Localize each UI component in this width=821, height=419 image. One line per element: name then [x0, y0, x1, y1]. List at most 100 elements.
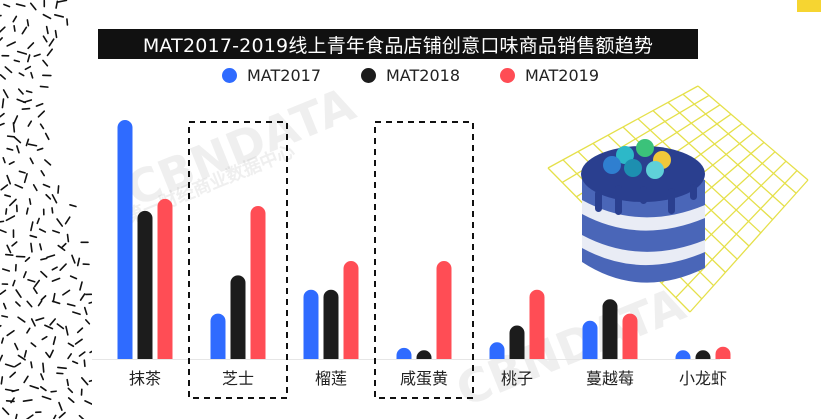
pattern-stroke [39, 386, 47, 392]
x-tick-label: 芝士 [222, 369, 254, 388]
cake-drip [595, 190, 602, 212]
bar [303, 289, 319, 359]
pattern-stroke [30, 221, 34, 232]
x-tick-label: 榴莲 [315, 369, 347, 388]
bar [396, 347, 412, 359]
cake-topping [616, 146, 634, 164]
cake-illustration [547, 85, 809, 313]
pattern-stroke [30, 342, 37, 348]
pattern-stroke [13, 362, 22, 368]
pattern-stroke [52, 292, 56, 303]
pattern-stroke [79, 293, 86, 301]
pattern-stroke [84, 400, 92, 406]
grid-line [652, 110, 774, 221]
pattern-stroke [25, 90, 33, 94]
pattern-stroke [42, 362, 45, 373]
pattern-stroke [17, 316, 26, 323]
pattern-stroke [4, 66, 13, 74]
pattern-stroke [1, 315, 9, 318]
pattern-stroke [11, 388, 20, 393]
legend-item-2017: MAT2017 [222, 66, 321, 85]
pattern-stroke [48, 38, 55, 47]
pattern-stroke [56, 0, 68, 3]
pattern-stroke [39, 123, 45, 130]
pattern-stroke [29, 384, 40, 390]
pattern-stroke [48, 349, 54, 359]
bar [343, 261, 359, 359]
corner-tag [797, 0, 821, 12]
pattern-stroke [11, 241, 18, 247]
pattern-stroke [1, 98, 5, 109]
bar [157, 198, 173, 359]
pattern-stroke [61, 242, 67, 249]
pattern-stroke [23, 375, 29, 384]
bar [323, 289, 339, 359]
legend-dot-black [361, 67, 376, 83]
pattern-stroke [71, 254, 76, 264]
cake-drip [640, 186, 647, 204]
x-tick-label: 桃子 [501, 369, 533, 388]
pattern-stroke [76, 327, 84, 334]
pattern-stroke [42, 59, 49, 67]
pattern-stroke [36, 217, 40, 225]
pattern-stroke [0, 37, 3, 42]
pattern-stroke [26, 54, 31, 63]
pattern-stroke [52, 229, 61, 234]
pattern-stroke [85, 319, 91, 325]
bar [602, 299, 618, 359]
legend-item-2018: MAT2018 [361, 66, 460, 85]
pattern-stroke [88, 301, 92, 304]
pattern-stroke [32, 184, 38, 192]
pattern-stroke [56, 218, 64, 227]
pattern-stroke [12, 15, 18, 23]
cake-topping [603, 156, 621, 174]
pattern-stroke [83, 306, 88, 316]
pattern-stroke [44, 132, 50, 141]
pattern-stroke [58, 411, 66, 419]
pattern-stroke [22, 271, 27, 279]
x-tick-label: 抹茶 [129, 369, 161, 388]
pattern-stroke [0, 74, 6, 80]
cake-layer [582, 200, 705, 231]
pattern-stroke [22, 399, 33, 402]
pattern-stroke [32, 287, 38, 295]
pattern-stroke [23, 99, 33, 104]
pattern-stroke [8, 198, 17, 207]
grid-line [697, 85, 809, 181]
bar [715, 346, 731, 359]
pattern-stroke [8, 161, 15, 165]
pattern-stroke [30, 361, 33, 369]
pattern-stroke [3, 3, 11, 8]
pattern-stroke [35, 102, 44, 107]
pattern-stroke [46, 48, 53, 57]
pattern-stroke [51, 300, 61, 305]
pattern-stroke [35, 317, 45, 322]
pattern-stroke [69, 203, 77, 208]
pattern-stroke [21, 107, 31, 111]
pattern-stroke [45, 25, 49, 35]
chart-title: MAT2017-2019线上青年食品店铺创意口味商品销售额趋势 [98, 29, 698, 59]
pattern-stroke [36, 147, 44, 151]
cake-drip [615, 185, 622, 215]
pattern-stroke [15, 289, 22, 299]
bar [436, 261, 452, 359]
pattern-stroke [23, 349, 27, 358]
pattern-stroke [0, 112, 5, 118]
pattern-stroke [79, 281, 83, 291]
pattern-stroke [27, 120, 33, 127]
pattern-stroke [59, 263, 67, 271]
pattern-stroke [37, 300, 43, 307]
pattern-stroke [0, 354, 4, 363]
pattern-stroke [15, 301, 21, 307]
pattern-stroke [29, 157, 34, 165]
pattern-stroke [41, 395, 52, 401]
legend-item-2019: MAT2019 [500, 66, 599, 85]
pattern-stroke [33, 279, 41, 288]
pattern-stroke [0, 229, 7, 234]
pattern-stroke [33, 53, 41, 58]
pattern-stroke [45, 193, 52, 200]
pattern-stroke [67, 353, 72, 360]
pattern-stroke [28, 198, 32, 205]
pattern-stroke [67, 342, 75, 348]
